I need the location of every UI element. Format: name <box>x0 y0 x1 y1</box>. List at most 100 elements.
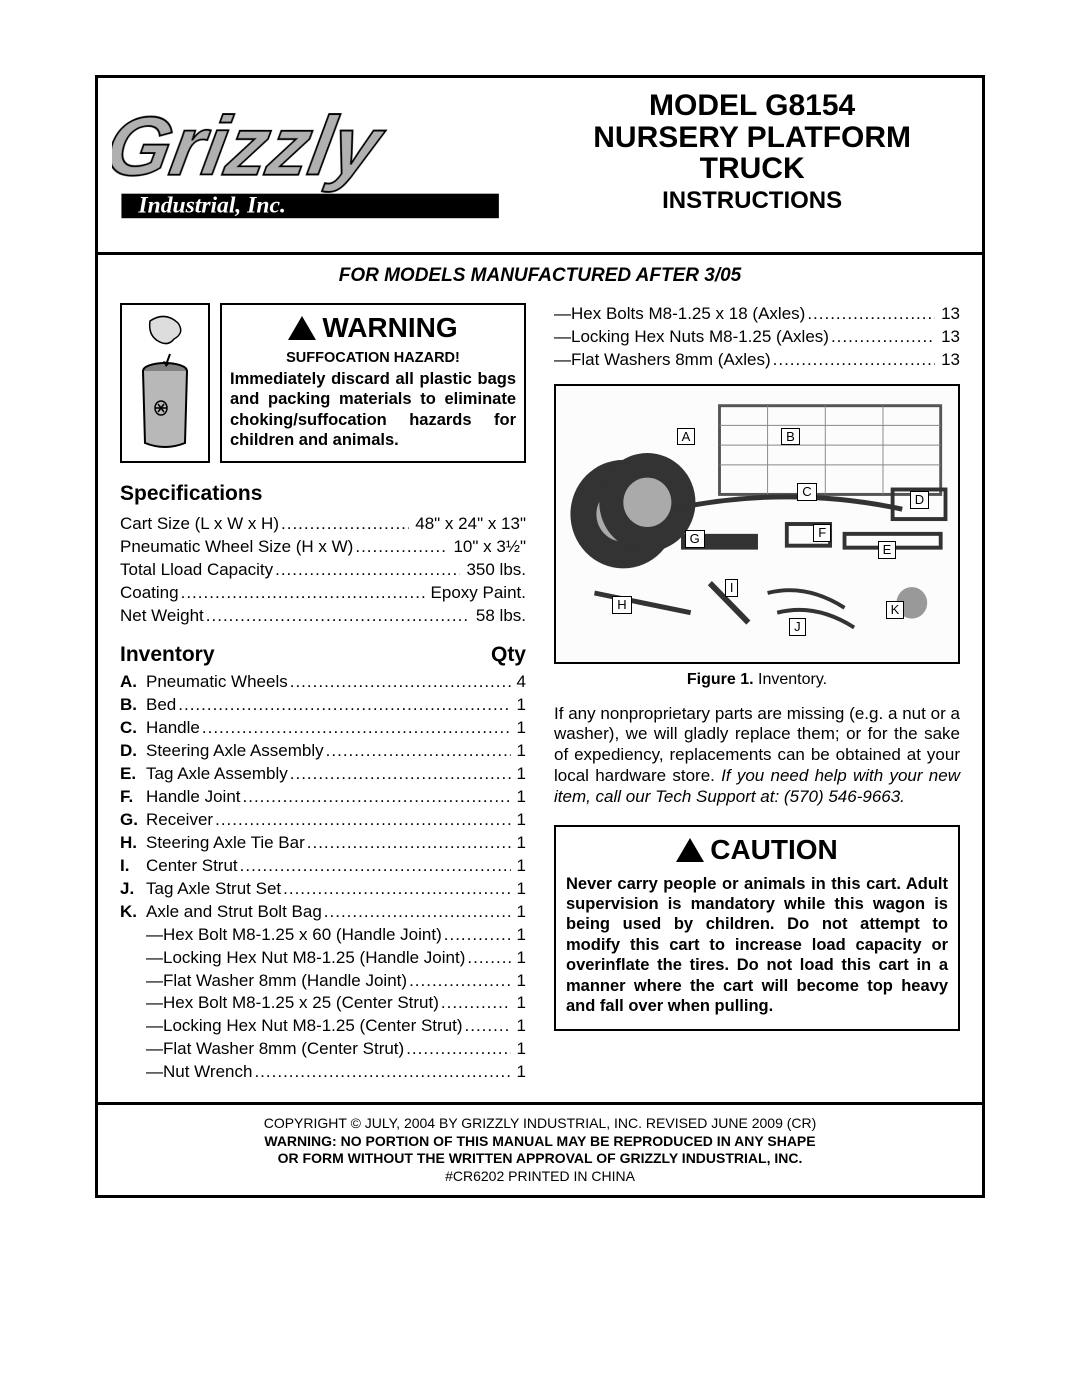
replacement-paragraph: If any nonproprietary parts are missing … <box>554 704 960 808</box>
specifications-heading: Specifications <box>120 481 526 507</box>
inventory-row: K.Axle and Strut Bolt Bag 1 <box>120 901 526 924</box>
inventory-qty: 1 <box>511 855 526 878</box>
spec-row: Total Lload Capacity 350 lbs. <box>120 559 526 582</box>
footer-warning-2: OR FORM WITHOUT THE WRITTEN APPROVAL OF … <box>118 1150 962 1168</box>
footer-print-info: #CR6202 PRINTED IN CHINA <box>118 1168 962 1186</box>
warning-heading: WARNING <box>230 311 516 345</box>
inventory-subqty: 1 <box>511 970 526 993</box>
inventory-subqty: 1 <box>511 947 526 970</box>
warning-row: WARNING SUFFOCATION HAZARD! Immediately … <box>120 303 526 463</box>
inventory-sublabel: Hex Bolts M8-1.25 x 18 (Axles) <box>554 303 935 326</box>
spec-row: Cart Size (L x W x H) 48" x 24" x 13" <box>120 513 526 536</box>
figure-caption-text: Inventory. <box>754 671 828 688</box>
right-column: Hex Bolts M8-1.25 x 18 (Axles) 13Locking… <box>554 303 960 1084</box>
figure-label-c: C <box>797 483 816 501</box>
specifications-list: Cart Size (L x W x H) 48" x 24" x 13"Pne… <box>120 513 526 628</box>
trash-icon <box>130 313 200 453</box>
figure-label-i: I <box>725 579 739 597</box>
inventory-sublabel: Flat Washers 8mm (Axles) <box>554 349 935 372</box>
inventory-subqty: 13 <box>935 326 960 349</box>
warning-subheading: SUFFOCATION HAZARD! <box>230 350 516 368</box>
figure-box: ABCDEFGHIJK <box>554 384 960 664</box>
svg-text:®: ® <box>476 195 491 218</box>
inventory-qty: 1 <box>511 694 526 717</box>
svg-text:Grizzly: Grizzly <box>112 99 391 192</box>
inventory-subrow: Nut Wrench 1 <box>120 1061 526 1084</box>
caution-body: Never carry people or animals in this ca… <box>566 874 948 1017</box>
inventory-sublist-right: Hex Bolts M8-1.25 x 18 (Axles) 13Locking… <box>554 303 960 372</box>
warning-box: WARNING SUFFOCATION HAZARD! Immediately … <box>220 303 526 463</box>
figure-label-f: F <box>813 524 831 542</box>
spec-label: Coating <box>120 582 425 605</box>
spec-label: Pneumatic Wheel Size (H x W) <box>120 536 447 559</box>
body-columns: WARNING SUFFOCATION HAZARD! Immediately … <box>98 295 982 1102</box>
inventory-heading: Inventory <box>120 642 215 668</box>
trash-icon-box <box>120 303 210 463</box>
inventory-subrow: Hex Bolts M8-1.25 x 18 (Axles) 13 <box>554 303 960 326</box>
inventory-subrow: Hex Bolt M8-1.25 x 25 (Center Strut) 1 <box>120 992 526 1015</box>
inventory-subqty: 1 <box>511 1015 526 1038</box>
inventory-letter: F. <box>120 786 146 809</box>
inventory-label: Pneumatic Wheels <box>146 671 511 694</box>
inventory-label: Bed <box>146 694 511 717</box>
inventory-label: Steering Axle Assembly <box>146 740 511 763</box>
inventory-sublabel: Flat Washer 8mm (Handle Joint) <box>146 970 511 993</box>
left-column: WARNING SUFFOCATION HAZARD! Immediately … <box>120 303 526 1084</box>
spec-value: 58 lbs. <box>470 605 526 628</box>
inventory-row: J.Tag Axle Strut Set 1 <box>120 878 526 901</box>
title-cell: MODEL G8154 NURSERY PLATFORM TRUCK INSTR… <box>522 78 982 252</box>
footer-copyright: COPYRIGHT © JULY, 2004 BY GRIZZLY INDUST… <box>118 1115 962 1133</box>
inventory-label: Tag Axle Strut Set <box>146 878 511 901</box>
inventory-subqty: 1 <box>511 992 526 1015</box>
spec-value: 350 lbs. <box>460 559 526 582</box>
inventory-label: Receiver <box>146 809 511 832</box>
figure-label-a: A <box>677 428 696 446</box>
inventory-list: A.Pneumatic Wheels 4B.Bed 1C.Handle 1D.S… <box>120 671 526 923</box>
inventory-label: Axle and Strut Bolt Bag <box>146 901 511 924</box>
figure-label-e: E <box>878 541 897 559</box>
inventory-subrow: Flat Washer 8mm (Handle Joint) 1 <box>120 970 526 993</box>
model-line-3: TRUCK <box>532 153 972 185</box>
inventory-row: C.Handle 1 <box>120 717 526 740</box>
inventory-row: A.Pneumatic Wheels 4 <box>120 671 526 694</box>
manufactured-after-subtitle: FOR MODELS MANUFACTURED AFTER 3/05 <box>98 252 982 295</box>
inventory-subrow: Flat Washers 8mm (Axles) 13 <box>554 349 960 372</box>
inventory-row: H.Steering Axle Tie Bar 1 <box>120 832 526 855</box>
spec-row: Net Weight 58 lbs. <box>120 605 526 628</box>
inventory-qty: 1 <box>511 740 526 763</box>
inventory-label: Tag Axle Assembly <box>146 763 511 786</box>
inventory-sublabel: Hex Bolt M8-1.25 x 60 (Handle Joint) <box>146 924 511 947</box>
inventory-label: Steering Axle Tie Bar <box>146 832 511 855</box>
svg-text:Industrial, Inc.: Industrial, Inc. <box>137 193 285 219</box>
document-frame: Grizzly Industrial, Inc. ® MODEL G8154 N… <box>95 75 985 1198</box>
figure-caption: Figure 1. Inventory. <box>554 670 960 690</box>
inventory-subqty: 1 <box>511 1038 526 1061</box>
logo-cell: Grizzly Industrial, Inc. ® <box>98 78 522 252</box>
inventory-subqty: 1 <box>511 1061 526 1084</box>
inventory-letter: A. <box>120 671 146 694</box>
inventory-letter: I. <box>120 855 146 878</box>
inventory-heading-row: Inventory Qty <box>120 642 526 668</box>
header-row: Grizzly Industrial, Inc. ® MODEL G8154 N… <box>98 78 982 252</box>
inventory-row: F.Handle Joint 1 <box>120 786 526 809</box>
inventory-label: Handle <box>146 717 511 740</box>
inventory-row: I.Center Strut 1 <box>120 855 526 878</box>
inventory-subqty: 13 <box>935 303 960 326</box>
spec-row: Coating Epoxy Paint. <box>120 582 526 605</box>
inventory-row: B.Bed 1 <box>120 694 526 717</box>
inventory-letter: E. <box>120 763 146 786</box>
inventory-label: Center Strut <box>146 855 511 878</box>
inventory-letter: C. <box>120 717 146 740</box>
figure-label-d: D <box>910 491 929 509</box>
footer-warning-1: WARNING: NO PORTION OF THIS MANUAL MAY B… <box>118 1133 962 1151</box>
inventory-subqty: 13 <box>935 349 960 372</box>
inventory-letter: B. <box>120 694 146 717</box>
inventory-sublabel: Flat Washer 8mm (Center Strut) <box>146 1038 511 1061</box>
inventory-illustration <box>556 386 958 662</box>
inventory-subrow: Flat Washer 8mm (Center Strut) 1 <box>120 1038 526 1061</box>
caution-heading: CAUTION <box>566 833 948 867</box>
figure-label-h: H <box>612 596 631 614</box>
figure-label-k: K <box>886 601 905 619</box>
spec-value: Epoxy Paint. <box>425 582 526 605</box>
instructions-heading: INSTRUCTIONS <box>532 187 972 215</box>
